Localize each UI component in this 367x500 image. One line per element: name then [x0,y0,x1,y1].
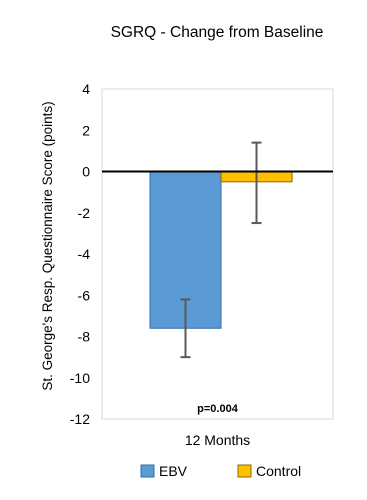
legend-swatch-ebv [140,464,155,478]
legend: EBV Control [140,463,301,479]
error-bars [180,141,262,359]
y-tick-label: -2 [78,205,91,221]
y-tick-label: -12 [70,411,90,427]
plot-frame [101,88,334,420]
plot-area [101,88,334,420]
y-axis-ticks: 4 2 0 -2 -4 -6 -8 -10 -12 [70,81,90,427]
legend-label-control: Control [256,463,301,479]
y-tick-label: 2 [82,122,90,138]
y-axis-label: St. George's Resp. Questionnaire Score (… [40,101,55,390]
y-tick-label: 4 [82,81,90,97]
y-tick-label: -4 [78,246,91,262]
y-tick-label: 0 [82,164,90,180]
chart-title: SGRQ - Change from Baseline [111,24,324,41]
legend-swatch-control [237,464,252,478]
legend-label-ebv: EBV [159,463,188,479]
p-value-annotation: p=0.004 [197,403,239,415]
y-tick-label: -10 [70,370,90,386]
y-tick-label: -8 [78,329,91,345]
x-axis-label: 12 Months [185,432,250,448]
bar-series [149,171,293,329]
y-tick-label: -6 [78,287,91,303]
